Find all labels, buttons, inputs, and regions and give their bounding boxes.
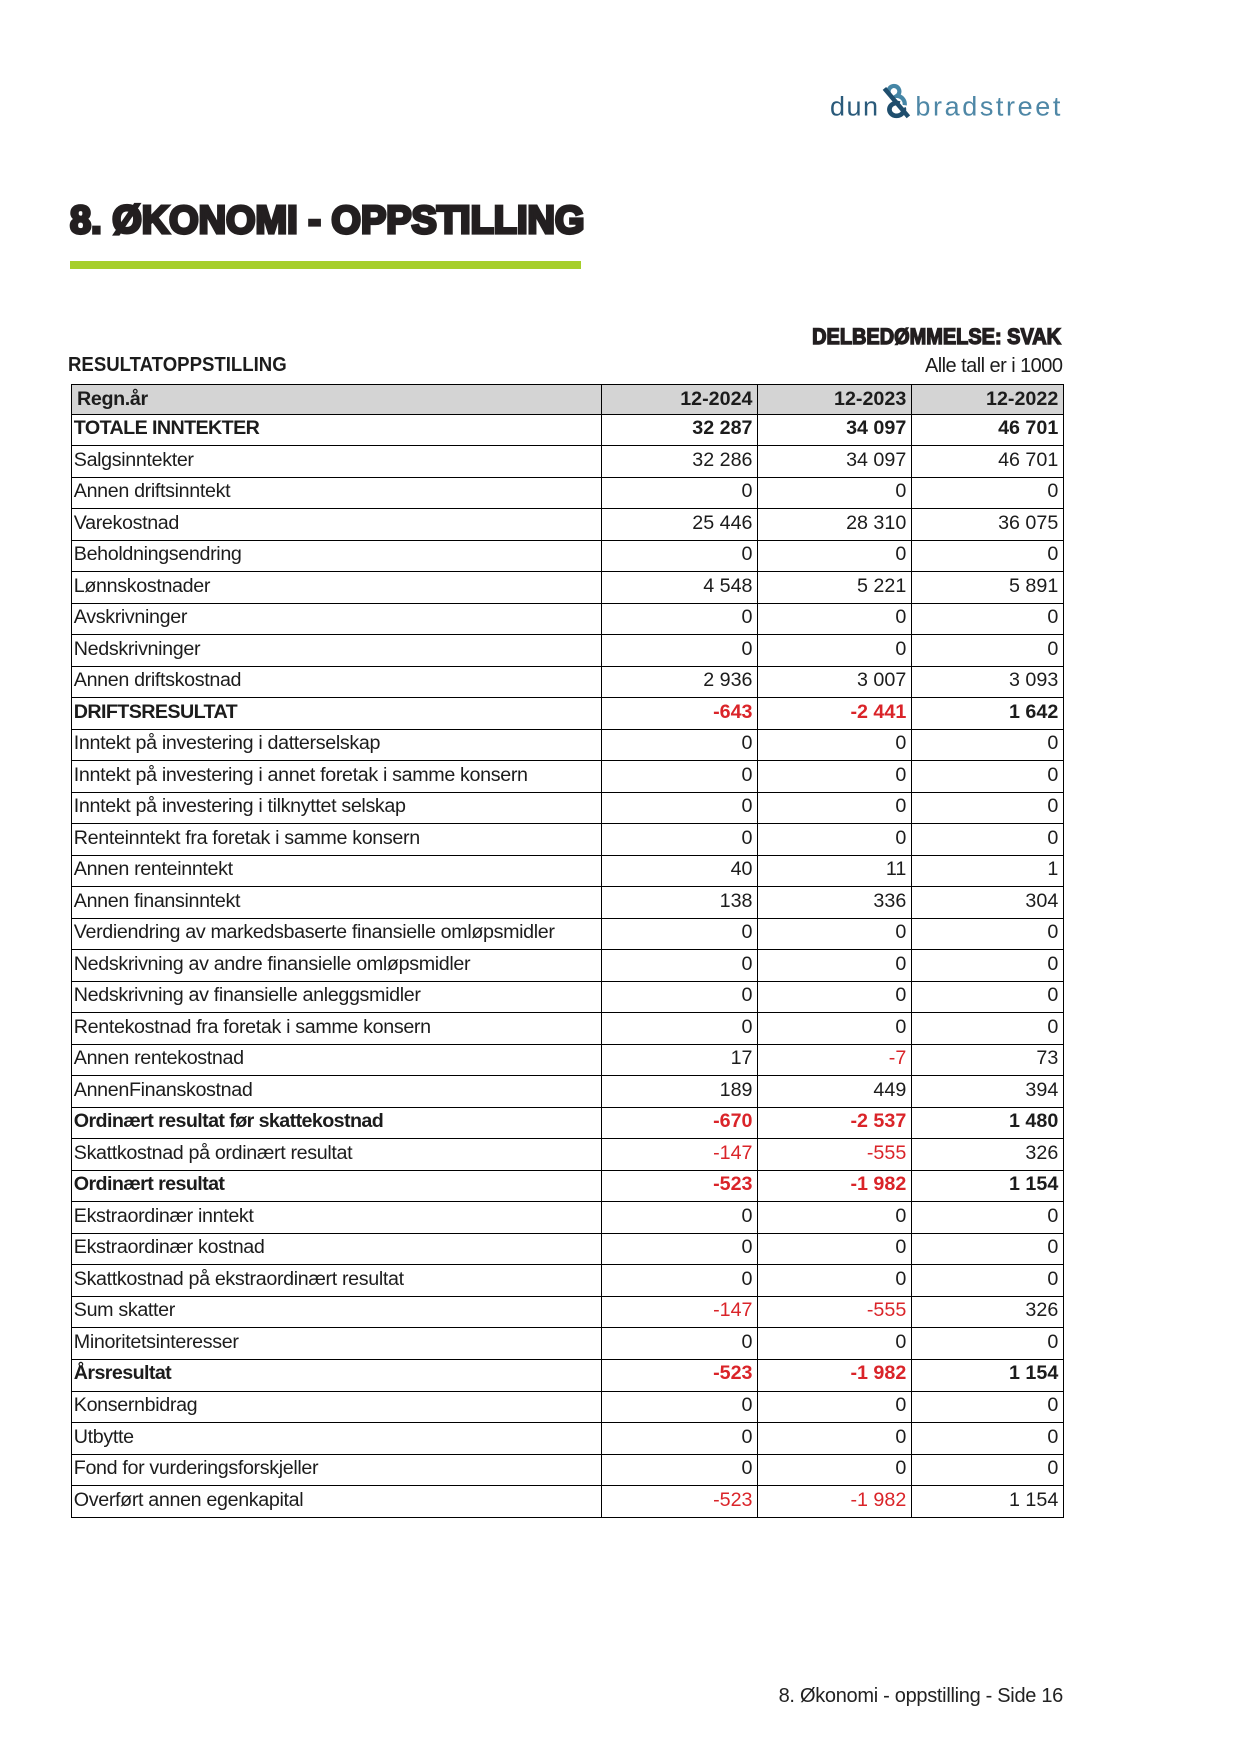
svg-text:bradstreet: bradstreet <box>915 92 1063 122</box>
svg-text:dun: dun <box>830 92 880 122</box>
